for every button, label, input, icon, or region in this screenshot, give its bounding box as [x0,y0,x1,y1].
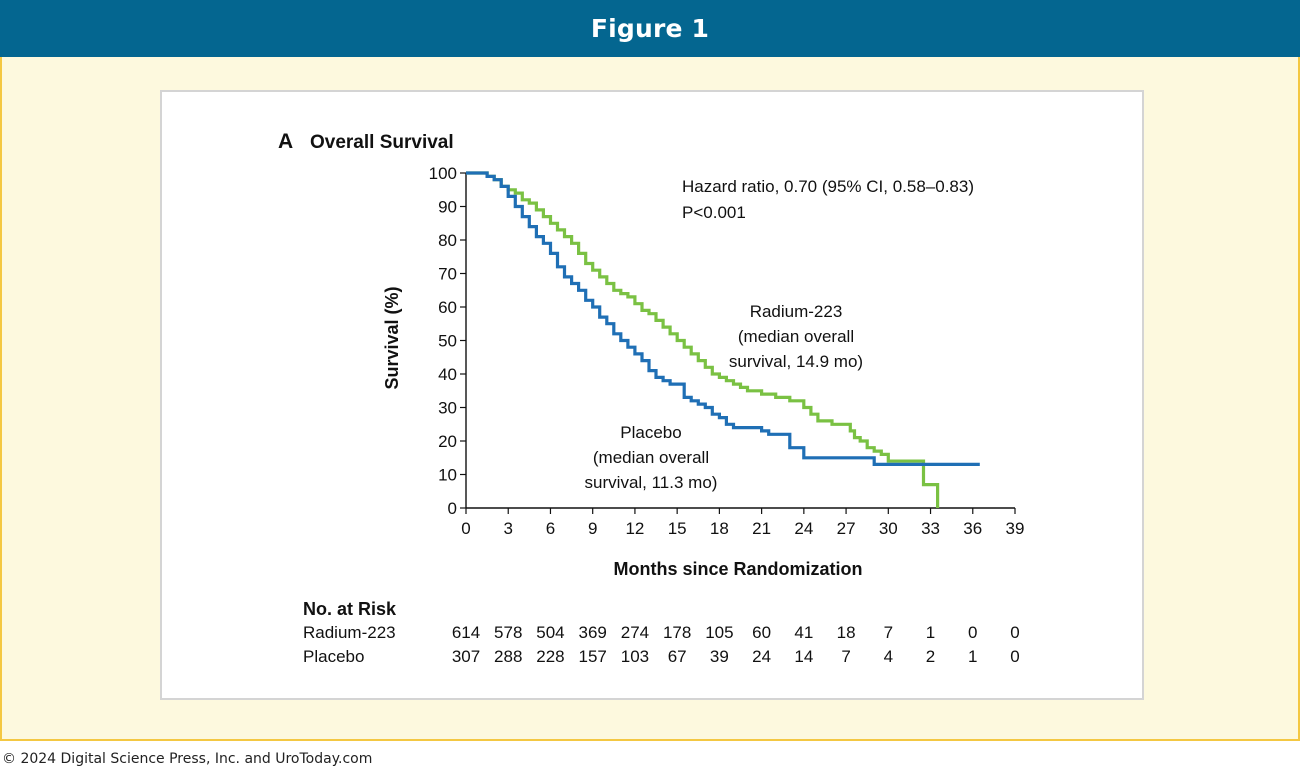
at-risk-count: 7 [841,647,850,666]
y-tick-label: 10 [438,466,457,485]
radium-label-line: Radium-223 [750,302,843,321]
at-risk-count: 4 [884,647,893,666]
at-risk-row-label: Radium-223 [303,623,396,642]
x-tick-label: 18 [710,519,729,538]
at-risk-count: 369 [579,623,607,642]
at-risk-count: 103 [621,647,649,666]
chart-panel: A Overall Survival Survival (%) Months s… [160,90,1144,700]
at-risk-count: 504 [536,623,564,642]
at-risk-count: 578 [494,623,522,642]
y-tick-label: 40 [438,365,457,384]
x-tick-label: 9 [588,519,597,538]
at-risk-count: 67 [668,647,687,666]
at-risk-count: 274 [621,623,649,642]
survival-chart: A Overall Survival Survival (%) Months s… [278,130,1025,666]
at-risk-count: 288 [494,647,522,666]
at-risk-count: 2 [926,647,935,666]
at-risk-count: 14 [794,647,813,666]
hazard-ratio-annotation: Hazard ratio, 0.70 (95% CI, 0.58–0.83) [682,177,974,196]
placebo-label-line: Placebo [620,423,681,442]
y-tick-label: 70 [438,265,457,284]
p-value-annotation: P<0.001 [682,203,746,222]
at-risk-count: 307 [452,647,480,666]
at-risk-count: 614 [452,623,480,642]
x-tick-label: 24 [794,519,813,538]
at-risk-count: 105 [705,623,733,642]
at-risk-table: Radium-223 614 578 504 369 274 178 105 60 41 18 7 1 0… [303,623,1020,666]
at-risk-heading: No. at Risk [303,599,397,619]
series-placebo-line [466,171,980,466]
y-tick-label: 0 [448,499,457,518]
figure-title-bar: Figure 1 [0,0,1300,57]
y-axis-label: Survival (%) [382,286,402,389]
panel-letter: A [278,130,293,153]
at-risk-count: 0 [1010,623,1019,642]
x-tick-label: 30 [879,519,898,538]
at-risk-count: 39 [710,647,729,666]
radium-label-line: survival, 14.9 mo) [729,352,863,371]
x-tick-label: 15 [668,519,687,538]
at-risk-count: 41 [794,623,813,642]
at-risk-row-label: Placebo [303,647,364,666]
x-tick-label: 21 [752,519,771,538]
y-tick-label: 30 [438,399,457,418]
placebo-label-line: (median overall [593,448,709,467]
x-tick-label: 27 [837,519,856,538]
at-risk-count: 7 [884,623,893,642]
at-risk-count: 24 [752,647,771,666]
x-tick-label: 0 [461,519,470,538]
y-tick-label: 50 [438,332,457,351]
series-layer [466,171,980,508]
placebo-series-annotation: Placebo (median overall survival, 11.3 m… [585,423,718,492]
figure-title: Figure 1 [590,14,710,43]
y-tick-label: 60 [438,298,457,317]
at-risk-count: 178 [663,623,691,642]
y-tick-label: 90 [438,198,457,217]
at-risk-count: 157 [579,647,607,666]
at-risk-count: 60 [752,623,771,642]
placebo-label-line: survival, 11.3 mo) [585,473,718,492]
x-axis-label: Months since Randomization [613,559,862,579]
x-tick-label: 33 [921,519,940,538]
x-tick-label: 39 [1006,519,1025,538]
y-tick-label: 100 [429,164,457,183]
at-risk-count: 0 [968,623,977,642]
x-tick-label: 12 [625,519,644,538]
at-risk-count: 1 [926,623,935,642]
at-risk-count: 0 [1010,647,1019,666]
series-radium-223-line [466,171,940,508]
radium-series-annotation: Radium-223 (median overall survival, 14.… [729,302,863,371]
at-risk-count: 228 [536,647,564,666]
copyright-notice: © 2024 Digital Science Press, Inc. and U… [2,751,373,767]
at-risk-count: 1 [968,647,977,666]
x-tick-label: 36 [963,519,982,538]
x-tick-label: 6 [546,519,555,538]
y-tick-label: 20 [438,432,457,451]
radium-label-line: (median overall [738,327,854,346]
at-risk-count: 18 [837,623,856,642]
chart-title: Overall Survival [310,132,454,153]
y-tick-label: 80 [438,231,457,250]
figure-frame: A Overall Survival Survival (%) Months s… [0,57,1300,741]
x-tick-label: 3 [503,519,512,538]
